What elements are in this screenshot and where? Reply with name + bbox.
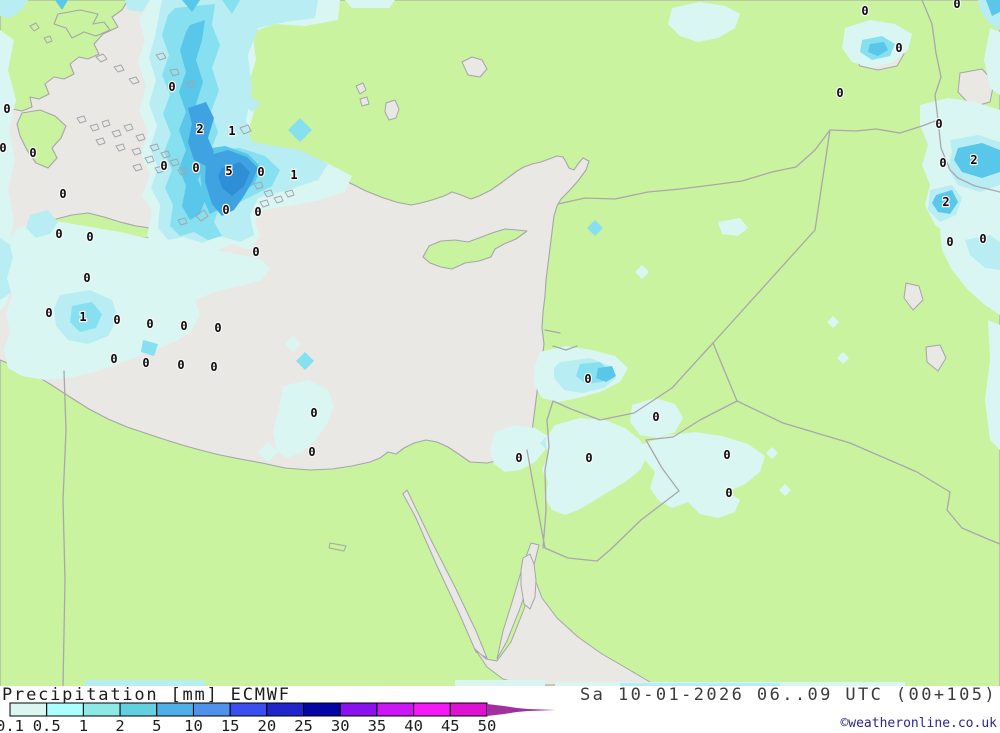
lake-egirdir (359, 96, 370, 107)
legend-color-segment (413, 702, 451, 717)
precip-value-labels: 0 2 1 0 0 5 0 1 0 0 0 0 0 0 0 0 0 0 0 1 0 0 0 0 0 0 0 0 0 0 0 0 0 0 0 0 0 0 0 0… (0, 0, 988, 501)
lake-beysehir (355, 82, 367, 95)
legend-tick-label: 15 (221, 717, 240, 733)
map-value-label: 0 (45, 306, 52, 320)
map-value-label: 0 (177, 358, 184, 372)
map-value-label: 0 (113, 313, 120, 327)
map-value-label: 0 (652, 410, 659, 424)
map-value-label: 0 (861, 4, 868, 18)
legend-color-segment (449, 702, 488, 717)
legend-title: Precipitation [mm] ECMWF (2, 685, 291, 705)
map-value-label: 0 (946, 235, 953, 249)
map-value-label: 0 (308, 445, 315, 459)
map-value-label: 0 (210, 360, 217, 374)
legend-tick-label: 50 (478, 717, 497, 733)
dead-sea (520, 553, 537, 610)
map-value-label: 0 (979, 232, 986, 246)
island-cyprus (422, 228, 528, 270)
aegean-island-outlines (29, 22, 347, 552)
map-value-label: 0 (192, 161, 199, 175)
legend-tick-label: 30 (331, 717, 350, 733)
map-value-label: 2 (942, 195, 949, 209)
land-chalkidiki (53, 9, 111, 39)
legend-color-segment (156, 702, 194, 717)
legend-color-segment (303, 702, 341, 717)
map-value-label: 1 (228, 124, 235, 138)
map-value-label: 0 (585, 451, 592, 465)
map-value-label: 0 (59, 187, 66, 201)
map-value-label: 0 (953, 0, 960, 11)
map-value-label: 0 (723, 448, 730, 462)
map-value-label: 0 (29, 146, 36, 160)
legend-tick-label: 0.1 (0, 717, 24, 733)
map-value-label: 2 (196, 122, 203, 136)
lake-razzaza (925, 344, 947, 372)
map-value-label: 0 (160, 159, 167, 173)
map-value-label: 0 (55, 227, 62, 241)
map-value-label: 5 (225, 164, 232, 178)
map-value-label: 1 (290, 168, 297, 182)
legend-tick-label: 40 (404, 717, 423, 733)
map-value-label: 0 (110, 352, 117, 366)
legend-tick-label: 5 (152, 717, 161, 733)
country-borders (62, 0, 1000, 687)
map-value-label: 0 (86, 230, 93, 244)
legend-color-segment (339, 702, 378, 717)
legend-tick-label: 20 (258, 717, 277, 733)
map-value-label: 0 (257, 165, 264, 179)
map-value-label: 0 (146, 317, 153, 331)
legend-color-segment (192, 702, 231, 717)
map-value-label: 0 (725, 486, 732, 500)
legend-tick-label: 10 (184, 717, 203, 733)
legend-tick-label: 45 (441, 717, 460, 733)
legend-color-segment (9, 702, 48, 717)
map-value-label: 0 (214, 321, 221, 335)
legend-tick-label: 1 (79, 717, 88, 733)
map-value-label: 0 (939, 156, 946, 170)
map-value-label: 0 (895, 41, 902, 55)
lake-urmia (957, 68, 995, 108)
map-value-label: 0 (935, 117, 942, 131)
legend-color-segment (119, 702, 158, 717)
map-value-label: 0 (142, 356, 149, 370)
gulf-of-suez (402, 489, 488, 659)
map-value-label: 0 (515, 451, 522, 465)
map-value-label: 0 (3, 102, 10, 116)
legend-tick-label: 0.5 (33, 717, 61, 733)
land-peloponnese (16, 109, 67, 169)
legend-tick-label: 2 (115, 717, 124, 733)
map-value-label: 0 (310, 406, 317, 420)
precipitation-areas (0, 0, 1000, 686)
legend-color-segment (376, 702, 415, 717)
map-value-label: 0 (168, 80, 175, 94)
legend-color-segment (229, 702, 268, 717)
map-value-label: 2 (970, 153, 977, 167)
legend-color-segment (46, 702, 84, 717)
legend-tick-label: 25 (294, 717, 313, 733)
water-bodies (355, 44, 995, 686)
map-value-label: 1 (79, 310, 86, 324)
map-value-label: 0 (584, 372, 591, 386)
legend: Precipitation [mm] ECMWF 0.1 0.5 1 2 5 10 15 20… (0, 685, 1000, 733)
legend-colorbar (9, 702, 488, 717)
map-value-label: 0 (180, 319, 187, 333)
lake-konya (384, 99, 400, 121)
forecast-datetime: Sa 10-01-2026 06..09 UTC (00+105) (580, 685, 997, 705)
lake-tharthar (903, 282, 924, 311)
legend-tick-labels: 0.1 0.5 1 2 5 10 15 20 25 30 35 40 45 50 (0, 717, 496, 733)
map-value-label: 0 (836, 86, 843, 100)
legend-arrow (487, 704, 556, 716)
map-value-label: 0 (83, 271, 90, 285)
legend-tick-label: 35 (368, 717, 387, 733)
lake-tuz (461, 56, 488, 78)
map-value-label: 0 (252, 245, 259, 259)
legend-color-segment (82, 702, 121, 717)
map-value-label: 0 (254, 205, 261, 219)
copyright: ©weatheronline.co.uk (840, 716, 997, 731)
map-value-label: 0 (222, 203, 229, 217)
map-value-label: 0 (0, 141, 7, 155)
legend-color-segment (266, 702, 305, 717)
